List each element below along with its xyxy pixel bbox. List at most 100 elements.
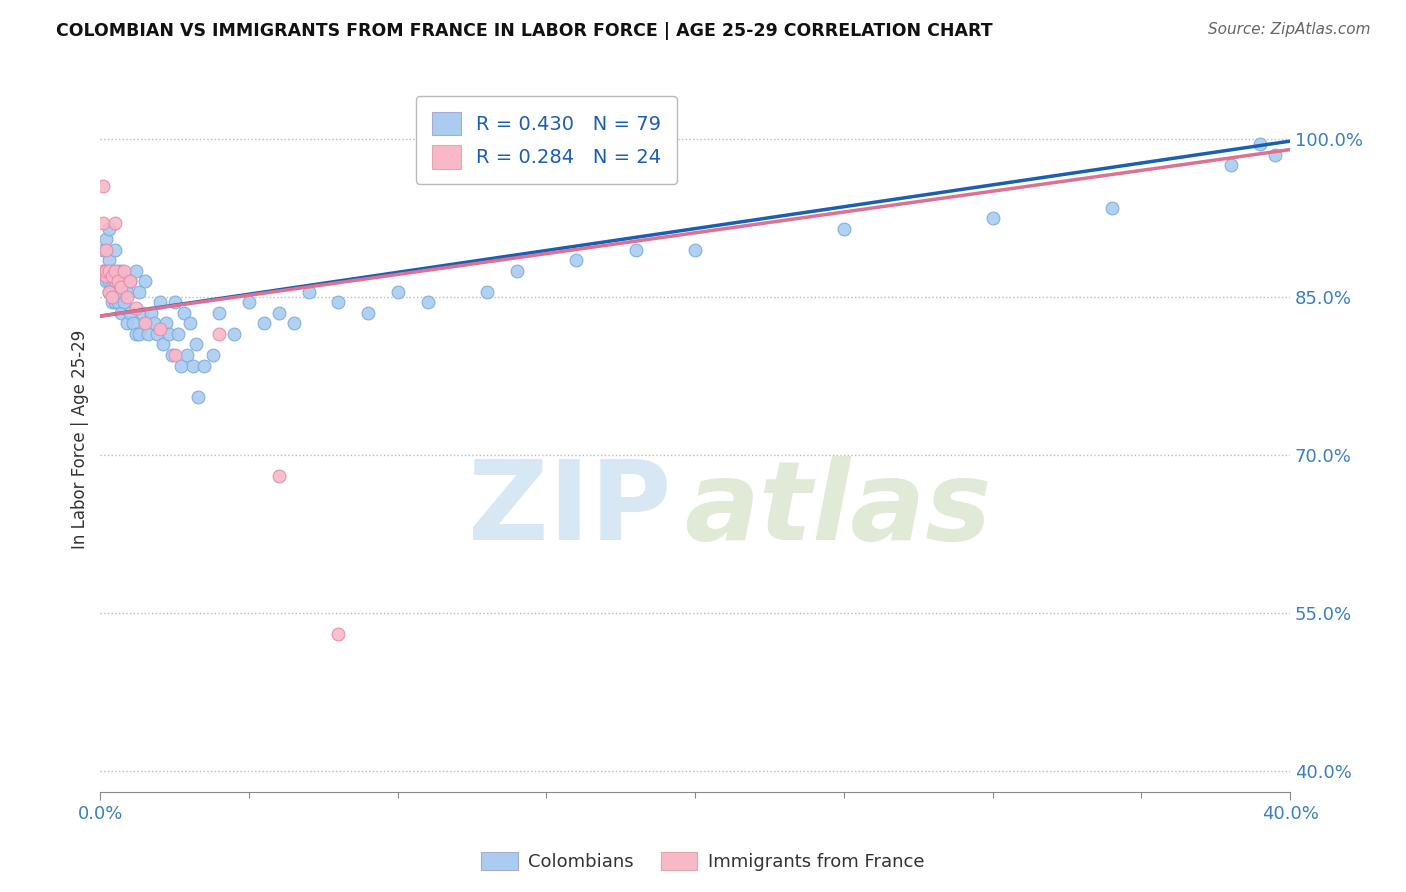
Point bbox=[163, 295, 186, 310]
Point bbox=[152, 337, 174, 351]
Point bbox=[91, 179, 114, 194]
Text: Source: ZipAtlas.com: Source: ZipAtlas.com bbox=[1208, 22, 1371, 37]
Point bbox=[101, 295, 124, 310]
Point bbox=[357, 306, 380, 320]
Point bbox=[202, 348, 225, 362]
Point bbox=[98, 221, 121, 235]
Point bbox=[110, 285, 132, 299]
Point bbox=[267, 469, 290, 483]
Point bbox=[128, 326, 150, 341]
Point bbox=[136, 326, 159, 341]
Point bbox=[107, 264, 129, 278]
Point bbox=[149, 321, 172, 335]
Point bbox=[112, 295, 135, 310]
Point bbox=[101, 268, 124, 283]
Point bbox=[128, 285, 150, 299]
Point bbox=[142, 317, 165, 331]
Point bbox=[179, 317, 201, 331]
Point bbox=[96, 243, 118, 257]
Point bbox=[104, 216, 127, 230]
Point bbox=[110, 306, 132, 320]
Point bbox=[157, 326, 180, 341]
Point bbox=[101, 274, 124, 288]
Point bbox=[267, 306, 290, 320]
Point bbox=[832, 221, 855, 235]
Point bbox=[193, 359, 215, 373]
Point bbox=[163, 348, 186, 362]
Point bbox=[112, 274, 135, 288]
Point bbox=[104, 264, 127, 278]
Point bbox=[115, 290, 138, 304]
Point bbox=[107, 295, 129, 310]
Point bbox=[115, 285, 138, 299]
Point bbox=[96, 274, 118, 288]
Point bbox=[107, 285, 129, 299]
Legend: R = 0.430   N = 79, R = 0.284   N = 24: R = 0.430 N = 79, R = 0.284 N = 24 bbox=[416, 96, 676, 185]
Point bbox=[149, 295, 172, 310]
Point bbox=[104, 274, 127, 288]
Point bbox=[101, 285, 124, 299]
Point bbox=[565, 253, 588, 268]
Point bbox=[134, 274, 156, 288]
Point bbox=[120, 274, 142, 288]
Point bbox=[98, 285, 121, 299]
Point bbox=[253, 317, 276, 331]
Point bbox=[107, 274, 129, 288]
Point bbox=[110, 279, 132, 293]
Point bbox=[115, 317, 138, 331]
Point bbox=[110, 264, 132, 278]
Point bbox=[91, 264, 114, 278]
Point bbox=[169, 359, 191, 373]
Point bbox=[683, 243, 706, 257]
Point bbox=[328, 627, 350, 641]
Text: atlas: atlas bbox=[685, 457, 991, 564]
Point bbox=[160, 348, 183, 362]
Text: COLOMBIAN VS IMMIGRANTS FROM FRANCE IN LABOR FORCE | AGE 25-29 CORRELATION CHART: COLOMBIAN VS IMMIGRANTS FROM FRANCE IN L… bbox=[56, 22, 993, 40]
Point bbox=[139, 306, 162, 320]
Point bbox=[131, 306, 153, 320]
Point bbox=[1101, 201, 1123, 215]
Point bbox=[187, 390, 209, 404]
Point bbox=[98, 274, 121, 288]
Point bbox=[173, 306, 195, 320]
Point bbox=[125, 264, 148, 278]
Point bbox=[134, 317, 156, 331]
Point bbox=[181, 359, 204, 373]
Point bbox=[134, 317, 156, 331]
Point bbox=[101, 290, 124, 304]
Point bbox=[120, 306, 142, 320]
Point bbox=[184, 337, 207, 351]
Point bbox=[91, 264, 114, 278]
Point bbox=[112, 264, 135, 278]
Point bbox=[104, 295, 127, 310]
Point bbox=[125, 326, 148, 341]
Text: ZIP: ZIP bbox=[468, 457, 672, 564]
Point bbox=[176, 348, 198, 362]
Point bbox=[91, 243, 114, 257]
Point bbox=[91, 216, 114, 230]
Point bbox=[506, 264, 529, 278]
Point bbox=[297, 285, 319, 299]
Point bbox=[208, 306, 231, 320]
Point bbox=[96, 264, 118, 278]
Point bbox=[166, 326, 188, 341]
Point bbox=[624, 243, 647, 257]
Point bbox=[101, 264, 124, 278]
Point bbox=[155, 317, 177, 331]
Point bbox=[475, 285, 498, 299]
Point bbox=[96, 232, 118, 246]
Legend: Colombians, Immigrants from France: Colombians, Immigrants from France bbox=[474, 845, 932, 879]
Point bbox=[146, 326, 169, 341]
Point bbox=[208, 326, 231, 341]
Point bbox=[96, 268, 118, 283]
Point bbox=[98, 264, 121, 278]
Point bbox=[1264, 148, 1286, 162]
Point bbox=[96, 264, 118, 278]
Point bbox=[104, 243, 127, 257]
Point bbox=[387, 285, 409, 299]
Point bbox=[98, 285, 121, 299]
Point bbox=[981, 211, 1004, 225]
Point bbox=[416, 295, 439, 310]
Point bbox=[104, 285, 127, 299]
Point bbox=[98, 253, 121, 268]
